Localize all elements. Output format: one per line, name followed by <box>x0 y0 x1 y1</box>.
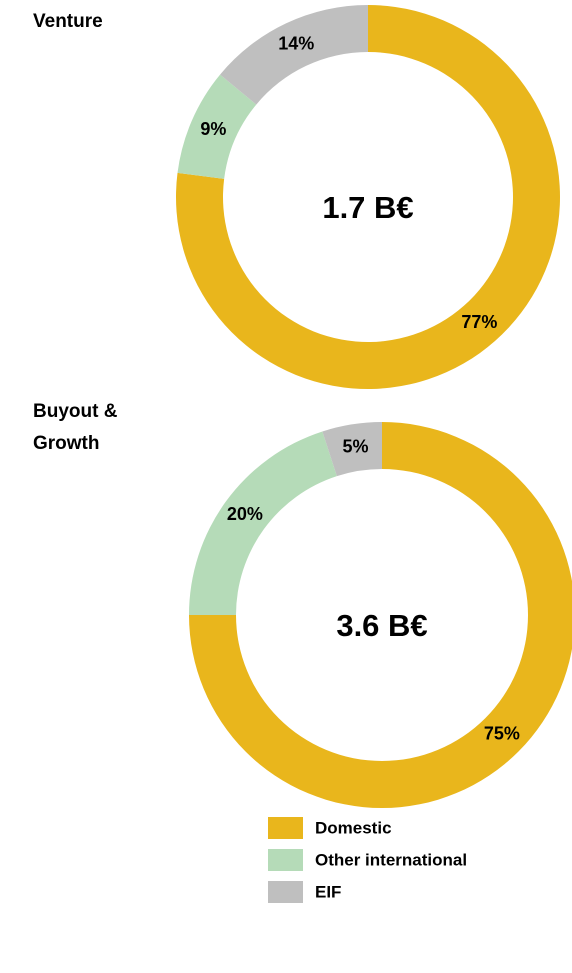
legend: Domestic Other international EIF <box>268 817 467 903</box>
donut-slice <box>189 431 337 615</box>
legend-label: Other international <box>315 850 467 869</box>
legend-swatch <box>268 881 303 903</box>
legend-swatch <box>268 817 303 839</box>
data-label: 20% <box>227 504 263 524</box>
chart-title: Growth <box>33 433 100 454</box>
center-label: 1.7 B€ <box>322 190 413 225</box>
donut-slice <box>220 5 368 105</box>
legend-swatch <box>268 849 303 871</box>
center-label: 3.6 B€ <box>336 608 427 643</box>
data-label: 75% <box>484 724 520 744</box>
chart-title: Venture <box>33 11 103 32</box>
legend-label: Domestic <box>315 818 392 837</box>
donut-slice <box>177 74 257 179</box>
data-label: 5% <box>342 436 368 456</box>
chart-title: Buyout & <box>33 401 118 422</box>
data-label: 14% <box>278 33 314 53</box>
legend-label: EIF <box>315 882 341 901</box>
donut-slice <box>322 422 382 477</box>
data-label: 77% <box>461 312 497 332</box>
data-label: 9% <box>200 119 226 139</box>
